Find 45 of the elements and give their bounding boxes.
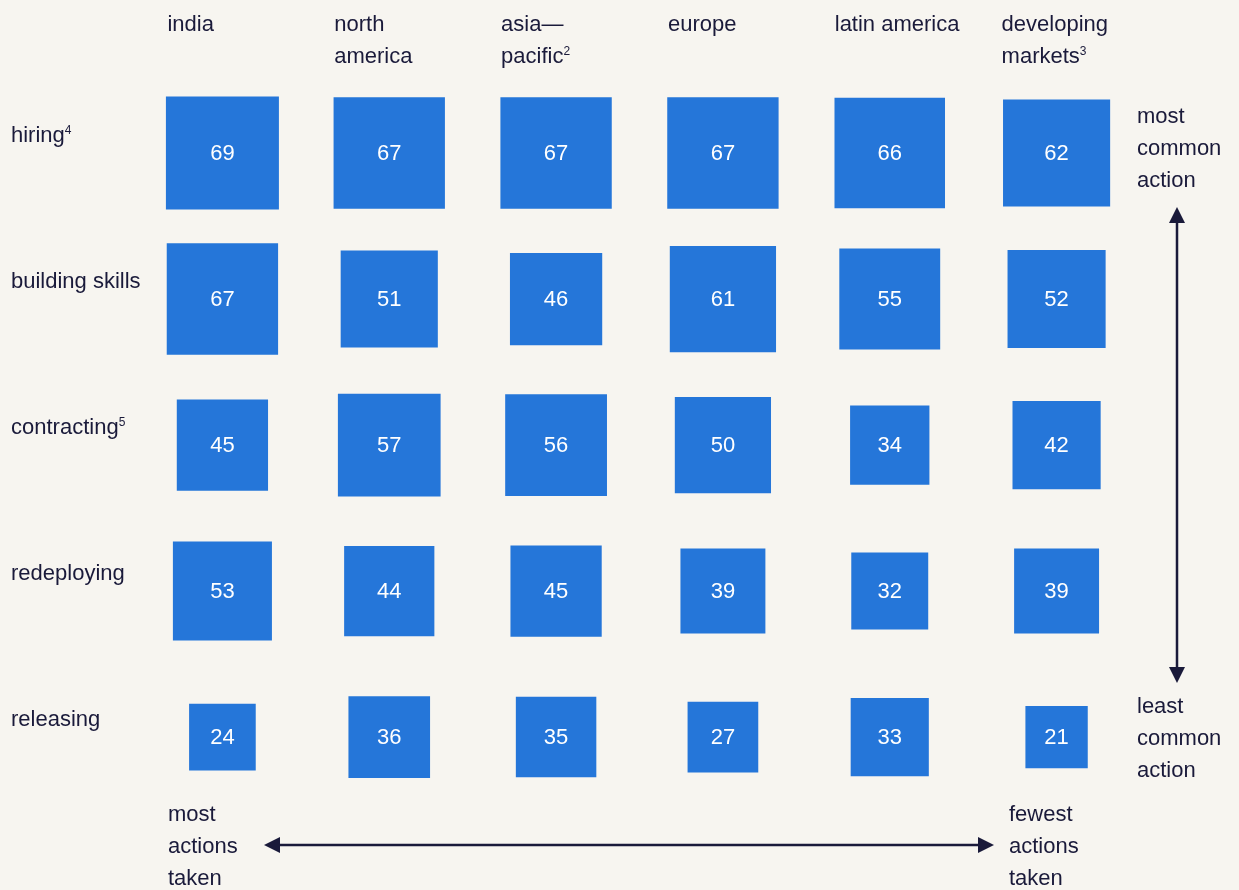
data-label: 51 bbox=[377, 286, 402, 312]
data-label: 39 bbox=[710, 578, 736, 604]
x-tick-label: latin america bbox=[834, 10, 961, 38]
data-label: 52 bbox=[1044, 286, 1069, 312]
data-label: 67 bbox=[210, 286, 235, 312]
y-tick-label: redeploying bbox=[11, 559, 126, 588]
data-label: 33 bbox=[877, 724, 902, 750]
data-label: 61 bbox=[710, 286, 736, 312]
data-label: 27 bbox=[710, 724, 736, 750]
data-label: 53 bbox=[210, 578, 235, 604]
data-label: 62 bbox=[1044, 140, 1069, 166]
data-label: 46 bbox=[543, 286, 569, 312]
data-label: 42 bbox=[1044, 432, 1069, 458]
data-label: 44 bbox=[377, 578, 402, 604]
data-label: 69 bbox=[210, 140, 235, 166]
y-tick-label: contracting$^{5}$ bbox=[11, 413, 127, 442]
data-label: 45 bbox=[210, 432, 235, 458]
annotation: most common action bbox=[1137, 102, 1223, 194]
data-label: 67 bbox=[710, 140, 736, 166]
data-label: 45 bbox=[543, 578, 569, 604]
annotation: least common action bbox=[1137, 692, 1223, 784]
data-label: 32 bbox=[877, 578, 902, 604]
data-label: 21 bbox=[1044, 724, 1069, 750]
text: fewest actions taken bbox=[1009, 800, 1080, 890]
data-label: 57 bbox=[377, 432, 402, 458]
data-label: 24 bbox=[210, 724, 235, 750]
data-label: 34 bbox=[877, 432, 902, 458]
data-label: 66 bbox=[877, 140, 902, 166]
data-label: 35 bbox=[543, 724, 569, 750]
y-tick-label: hiring$^{4}$ bbox=[11, 121, 73, 149]
y-tick-label: building skills bbox=[11, 267, 142, 295]
x-tick-label: india bbox=[167, 10, 215, 38]
data-label: 67 bbox=[543, 140, 569, 166]
data-label: 36 bbox=[377, 724, 402, 750]
data-label: 39 bbox=[1044, 578, 1069, 604]
data-label: 55 bbox=[877, 286, 902, 312]
data-label: 50 bbox=[710, 432, 736, 458]
x-tick-label: north america bbox=[334, 10, 414, 70]
x-tick-label: europe bbox=[667, 10, 738, 38]
x-tick-label: developing markets$^{3}$ bbox=[1001, 10, 1109, 70]
x-tick-label: asia—pacific$^{2}$ bbox=[501, 10, 572, 70]
data-label: 67 bbox=[377, 140, 402, 166]
y-tick-label: releasing bbox=[11, 705, 102, 734]
data-label: 56 bbox=[543, 432, 569, 458]
text: most actions taken bbox=[168, 800, 239, 890]
